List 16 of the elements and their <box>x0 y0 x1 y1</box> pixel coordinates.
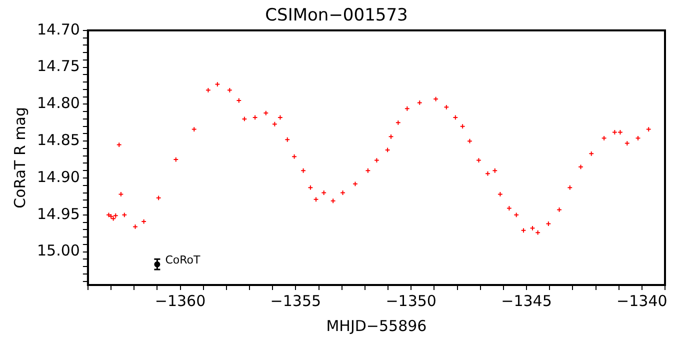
x-tick-label: −1360 <box>154 292 206 310</box>
x-tick-label: −1345 <box>501 292 552 310</box>
y-tick-label: 14.90 <box>36 168 80 186</box>
x-axis-title: MHJD−55896 <box>326 316 427 335</box>
y-tick-label: 14.95 <box>36 204 80 223</box>
y-tick-label: 14.70 <box>36 20 80 38</box>
x-tick-label: −1355 <box>270 292 322 310</box>
series-label: CoRoT <box>165 254 200 267</box>
chart-title: CSIMon−001573 <box>265 6 408 26</box>
y-tick-label: 14.75 <box>36 57 80 76</box>
y-tick-label: 15.00 <box>36 242 80 260</box>
x-tick-label: −1340 <box>616 292 668 310</box>
y-axis-title: CoRaT R mag <box>10 107 29 208</box>
y-tick-label: 14.85 <box>36 130 80 149</box>
y-tick-label: 14.80 <box>36 94 80 112</box>
x-tick-label: −1350 <box>386 292 436 310</box>
